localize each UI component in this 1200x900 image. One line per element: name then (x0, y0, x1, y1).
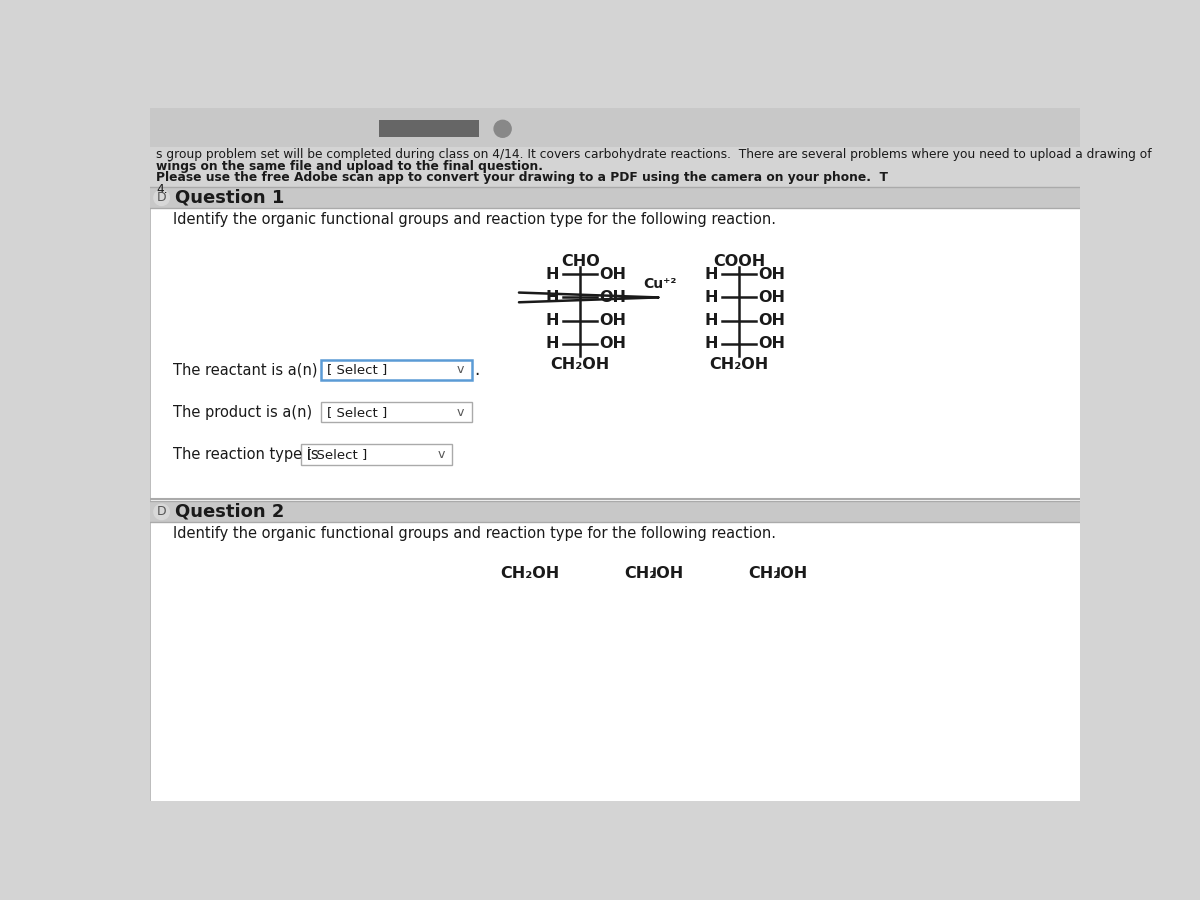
Bar (150, 208, 1080, 500)
Text: 4.: 4. (156, 183, 168, 195)
Text: CHO: CHO (560, 255, 600, 269)
Circle shape (494, 121, 511, 138)
Text: OH: OH (758, 336, 785, 351)
Text: CH₂OH: CH₂OH (551, 357, 610, 373)
Text: Question 1: Question 1 (175, 189, 284, 207)
Text: OH: OH (758, 313, 785, 328)
Text: OH: OH (600, 336, 626, 351)
Bar (150, 187, 1080, 208)
Bar (379, 121, 479, 138)
Bar (301, 445, 452, 464)
Bar (320, 360, 472, 380)
Text: [ Select ]: [ Select ] (307, 448, 367, 461)
Bar (150, 522, 1080, 801)
Text: CH₂OH: CH₂OH (748, 566, 808, 581)
Circle shape (154, 504, 169, 519)
Text: COOH: COOH (713, 255, 766, 269)
Text: wings on the same file and upload to the final question.: wings on the same file and upload to the… (156, 159, 547, 173)
Text: Identify the organic functional groups and reaction type for the following react: Identify the organic functional groups a… (173, 526, 776, 541)
Text: Please use the free Adobe scan app to convert your drawing to a PDF using the ca: Please use the free Adobe scan app to co… (156, 171, 888, 184)
Text: H: H (704, 336, 718, 351)
Text: D: D (157, 191, 167, 204)
Text: Identify the organic functional groups and reaction type for the following react: Identify the organic functional groups a… (173, 212, 776, 227)
Text: The reaction type is: The reaction type is (173, 447, 319, 462)
Text: H: H (546, 290, 559, 305)
Text: s group problem set will be completed during class on 4/14. It covers carbohydra: s group problem set will be completed du… (156, 148, 1152, 161)
Text: .: . (475, 361, 480, 379)
Text: H: H (546, 313, 559, 328)
Text: H: H (546, 266, 559, 282)
Text: OH: OH (758, 290, 785, 305)
Bar (320, 402, 472, 422)
Text: H: H (546, 336, 559, 351)
Text: H: H (704, 290, 718, 305)
Text: H: H (704, 266, 718, 282)
Circle shape (154, 190, 169, 205)
Text: v: v (438, 448, 445, 461)
Text: v: v (457, 406, 464, 419)
Text: OH: OH (600, 313, 626, 328)
Text: H: H (704, 313, 718, 328)
Text: CH₂OH: CH₂OH (624, 566, 683, 581)
Text: Question 2: Question 2 (175, 503, 284, 521)
Text: OH: OH (600, 290, 626, 305)
Text: CH₂OH: CH₂OH (709, 357, 769, 373)
Text: OH: OH (600, 266, 626, 282)
Text: CH₂OH: CH₂OH (500, 566, 559, 581)
Text: The product is a(n): The product is a(n) (173, 405, 312, 419)
Bar (150, 108, 1080, 147)
Text: v: v (457, 364, 464, 376)
Text: The reactant is a(n): The reactant is a(n) (173, 363, 318, 377)
Bar (150, 501, 1080, 522)
Text: Cu⁺²: Cu⁺² (643, 277, 677, 292)
Text: OH: OH (758, 266, 785, 282)
Text: [ Select ]: [ Select ] (326, 406, 386, 419)
Text: D: D (157, 506, 167, 518)
Text: [ Select ]: [ Select ] (326, 364, 386, 376)
